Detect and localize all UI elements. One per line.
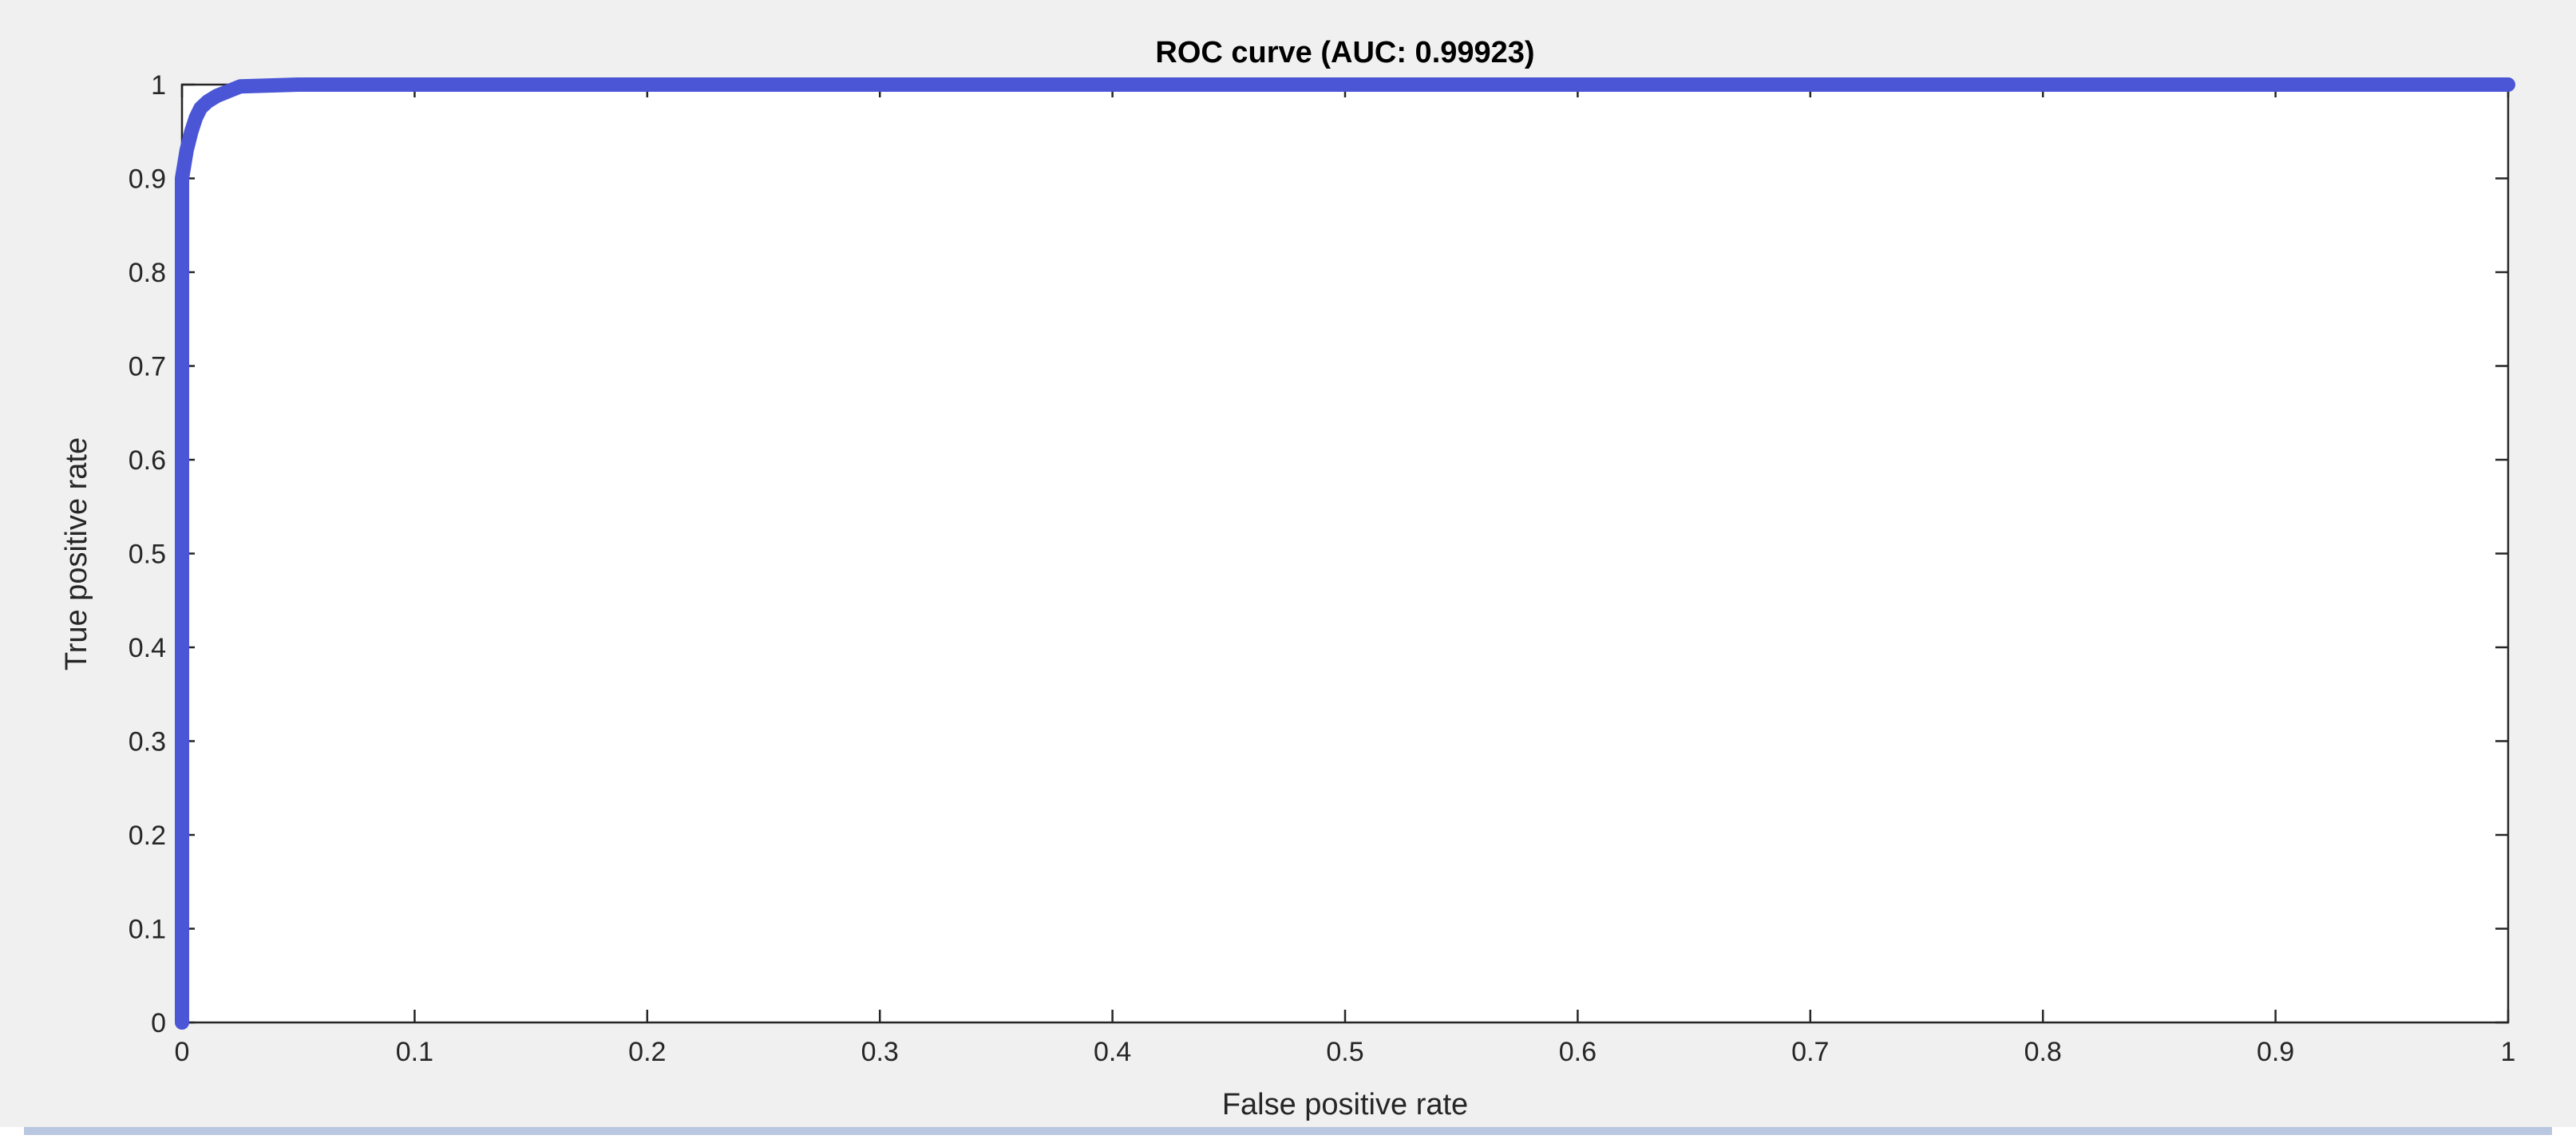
y-tick-label-0: 0 [151, 1008, 166, 1038]
y-tick-label-10: 1 [151, 70, 166, 101]
x-tick-label-9: 0.9 [2257, 1037, 2294, 1067]
x-tick-label-8: 0.8 [2024, 1037, 2062, 1067]
x-tick-label-3: 0.3 [861, 1037, 899, 1067]
x-tick-label-5: 0.5 [1326, 1037, 1363, 1067]
y-tick-label-3: 0.3 [129, 727, 166, 757]
x-axis-ticks: 0 0.1 0.2 0.3 0.4 0.5 0.6 0.7 0.8 0.9 1 [175, 85, 2516, 1067]
x-tick-label-0: 0 [175, 1037, 190, 1067]
y-tick-label-1: 0.1 [129, 915, 166, 945]
y-tick-label-9: 0.9 [129, 164, 166, 195]
y-tick-label-6: 0.6 [129, 445, 166, 476]
y-tick-label-4: 0.4 [129, 633, 166, 663]
x-tick-label-10: 1 [2501, 1037, 2516, 1067]
plot-area [180, 83, 2510, 1024]
y-axis-label: True positive rate [60, 437, 93, 670]
chart-title: ROC curve (AUC: 0.99923) [1155, 36, 1534, 69]
x-tick-label-1: 0.1 [396, 1037, 433, 1067]
y-tick-label-7: 0.7 [129, 352, 166, 382]
series-layer [175, 77, 2515, 1030]
x-tick-label-2: 0.2 [628, 1037, 666, 1067]
x-tick-label-4: 0.4 [1094, 1037, 1131, 1067]
y-tick-label-5: 0.5 [129, 540, 166, 570]
y-axis-ticks: 0 0.1 0.2 0.3 0.4 0.5 0.6 0.7 0.8 0.9 1 [129, 70, 2508, 1038]
roc-curve-line-0 [175, 77, 2515, 1030]
x-tick-label-6: 0.6 [1559, 1037, 1597, 1067]
y-tick-label-8: 0.8 [129, 258, 166, 288]
window-scroll-bar [24, 1127, 2552, 1135]
y-tick-label-2: 0.2 [129, 821, 166, 851]
x-axis-label: False positive rate [1222, 1088, 1468, 1121]
x-tick-label-7: 0.7 [1791, 1037, 1829, 1067]
